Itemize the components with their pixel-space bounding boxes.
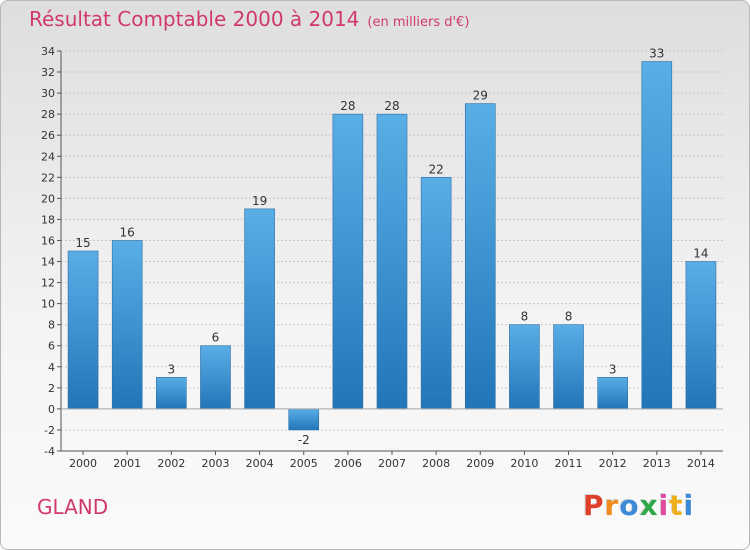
proxiti-logo: Proxiti xyxy=(583,489,694,522)
x-tick-label-2008: 2008 xyxy=(422,457,450,470)
y-tick-label: 12 xyxy=(41,277,55,290)
x-tick-label-2007: 2007 xyxy=(378,457,406,470)
bar-2006 xyxy=(332,113,364,410)
chart-title: Résultat Comptable 2000 à 2014 xyxy=(29,7,360,31)
y-tick-label: 8 xyxy=(48,319,55,332)
bar-2007 xyxy=(376,113,408,410)
data-label-2013: 33 xyxy=(649,47,664,61)
bar-2011 xyxy=(553,324,584,410)
logo-letter: t xyxy=(669,489,684,522)
logo-letter: r xyxy=(604,489,620,522)
x-tick-label-2001: 2001 xyxy=(113,457,141,470)
x-tick-label-2014: 2014 xyxy=(687,457,715,470)
y-tick-label: 30 xyxy=(41,87,55,100)
y-tick-label: 6 xyxy=(48,340,55,353)
y-tick-label: 10 xyxy=(41,298,55,311)
x-tick-label-2006: 2006 xyxy=(334,457,362,470)
data-label-2005: -2 xyxy=(298,433,310,447)
y-tick-label: 18 xyxy=(41,213,55,226)
bar-2008 xyxy=(420,177,452,410)
x-tick-label-2004: 2004 xyxy=(246,457,274,470)
bar-2003 xyxy=(200,345,231,410)
x-tick-label-2013: 2013 xyxy=(643,457,671,470)
y-tick-label: 20 xyxy=(41,192,55,205)
bar-layer xyxy=(67,61,717,431)
y-tick-label: 4 xyxy=(48,361,55,374)
logo-letter: P xyxy=(583,489,605,522)
data-label-2011: 8 xyxy=(565,310,573,324)
x-tick-label-2009: 2009 xyxy=(466,457,494,470)
bar-2010 xyxy=(509,324,540,410)
y-tick-label: 32 xyxy=(41,66,55,79)
place-label: GLAND xyxy=(37,495,109,519)
logo-letter: x xyxy=(639,489,659,522)
data-label-2001: 16 xyxy=(120,225,135,239)
data-label-2006: 28 xyxy=(340,99,355,113)
bar-2013 xyxy=(641,61,673,410)
bar-2014 xyxy=(685,261,717,410)
bar-2012 xyxy=(597,377,628,410)
y-tick-label: 22 xyxy=(41,171,55,184)
y-tick-label: 28 xyxy=(41,108,55,121)
y-tick-label: -2 xyxy=(44,424,55,437)
data-label-2014: 14 xyxy=(693,247,708,261)
data-label-2002: 3 xyxy=(168,362,176,376)
bar-2005 xyxy=(288,408,320,431)
bar-2002 xyxy=(156,377,187,410)
chart-subtitle: (en milliers d'€) xyxy=(367,15,470,30)
bar-2000 xyxy=(67,250,99,410)
data-label-2004: 19 xyxy=(252,194,267,208)
y-tick-label: 14 xyxy=(41,256,55,269)
x-tick-label-2000: 2000 xyxy=(69,457,97,470)
bar-2009 xyxy=(464,103,496,410)
bar-2001 xyxy=(111,240,143,410)
data-label-2010: 8 xyxy=(521,310,529,324)
y-tick-label: 34 xyxy=(41,45,55,58)
y-tick-label: 26 xyxy=(41,129,55,142)
logo-letter: i xyxy=(658,489,670,522)
data-label-2000: 15 xyxy=(75,236,90,250)
y-tick-label: 2 xyxy=(48,382,55,395)
data-label-2009: 29 xyxy=(473,89,488,103)
x-tick-label-2003: 2003 xyxy=(201,457,229,470)
y-tick-label: 24 xyxy=(41,150,55,163)
y-tick-label: 16 xyxy=(41,234,55,247)
y-tick-label: 0 xyxy=(48,403,55,416)
y-tick-label: -4 xyxy=(44,445,55,458)
logo-letter: i xyxy=(683,489,695,522)
title-row: Résultat Comptable 2000 à 2014 (en millie… xyxy=(29,7,469,31)
x-tick-label-2010: 2010 xyxy=(510,457,538,470)
data-label-2007: 28 xyxy=(384,99,399,113)
x-tick-label-2002: 2002 xyxy=(157,457,185,470)
data-label-2012: 3 xyxy=(609,362,617,376)
logo-letter: o xyxy=(619,489,640,522)
x-tick-label-2005: 2005 xyxy=(290,457,318,470)
bar-2004 xyxy=(244,208,275,410)
x-tick-label-2012: 2012 xyxy=(599,457,627,470)
data-label-2003: 6 xyxy=(212,331,220,345)
x-tick-label-2011: 2011 xyxy=(555,457,583,470)
data-label-2008: 22 xyxy=(428,162,443,176)
